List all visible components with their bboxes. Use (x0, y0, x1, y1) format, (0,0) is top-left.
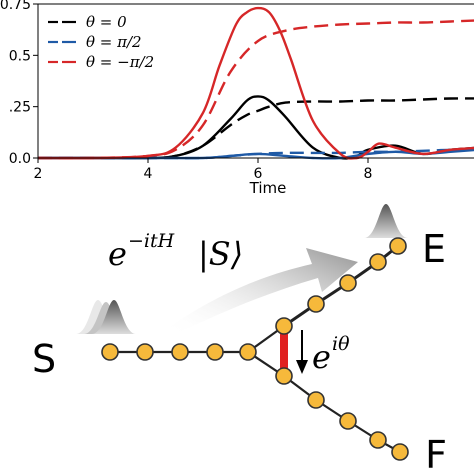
legend-label-theta-pi-half: θ = π/2 (86, 33, 142, 51)
legend: θ = 0 θ = π/2 θ = −π/2 (48, 13, 154, 71)
y-axis-ticks: 0.0 .25 0.5 0.75 (0, 0, 38, 167)
end-label-upper: E (422, 227, 446, 271)
propagation-arrow (168, 248, 358, 334)
series-line-0 (37, 95, 474, 160)
lattice-node (171, 343, 189, 361)
line-chart: 2 4 6 8 0.0 .25 0.5 0.75 Time θ = 0 θ = π/2 θ … (0, 0, 474, 197)
legend-entry-theta-minus-pi-half: θ = −π/2 (48, 53, 154, 71)
y-tick-label: .25 (9, 100, 31, 116)
phase-arrow-icon (296, 330, 308, 374)
legend-entry-theta-0: θ = 0 (48, 13, 127, 31)
lattice-node (339, 412, 357, 430)
x-axis-ticks: 2 4 6 8 (34, 158, 373, 182)
target-wave-packet-icon (364, 204, 408, 238)
lattice-node (136, 343, 154, 361)
lattice-node (275, 317, 293, 335)
network-diagram: e −itH |S⟩ e iθ S E F (32, 204, 447, 474)
x-axis-label: Time (249, 179, 287, 197)
lattice-node (369, 431, 387, 449)
source-wave-packet-icon (76, 300, 136, 334)
lattice-node (369, 253, 387, 271)
x-tick-label: 8 (364, 166, 373, 182)
operator-ket: |S⟩ (198, 235, 243, 273)
evolution-operator-label: e −itH |S⟩ (108, 230, 243, 273)
y-tick-label: 0.75 (0, 0, 31, 13)
phase-factor-label: e iθ (312, 333, 350, 376)
legend-label-theta-0: θ = 0 (86, 13, 127, 31)
lattice-node (101, 343, 119, 361)
operator-base: e (108, 235, 127, 273)
legend-label-theta-minus-pi-half: θ = −π/2 (86, 53, 154, 71)
operator-exponent: −itH (128, 230, 175, 252)
lattice-node (275, 367, 293, 385)
y-tick-label: 0.0 (9, 151, 31, 167)
phase-base: e (312, 338, 331, 376)
lattice-node (307, 391, 325, 409)
phase-exponent: iθ (332, 333, 350, 355)
x-tick-label: 6 (254, 166, 263, 182)
lattice-node (339, 274, 357, 292)
series-line-4 (37, 6, 474, 160)
x-tick-label: 4 (144, 166, 153, 182)
lattice-node (239, 343, 257, 361)
series-line-5 (37, 19, 474, 160)
lattice-node (389, 237, 407, 255)
end-label-lower: F (425, 433, 447, 474)
x-tick-label: 2 (34, 166, 43, 182)
lattice-node (206, 343, 224, 361)
legend-entry-theta-pi-half: θ = π/2 (48, 33, 142, 51)
lattice-nodes (101, 237, 409, 461)
lattice-node (307, 295, 325, 313)
y-tick-label: 0.5 (9, 48, 31, 64)
source-label: S (32, 337, 56, 381)
lattice-node (391, 443, 409, 461)
